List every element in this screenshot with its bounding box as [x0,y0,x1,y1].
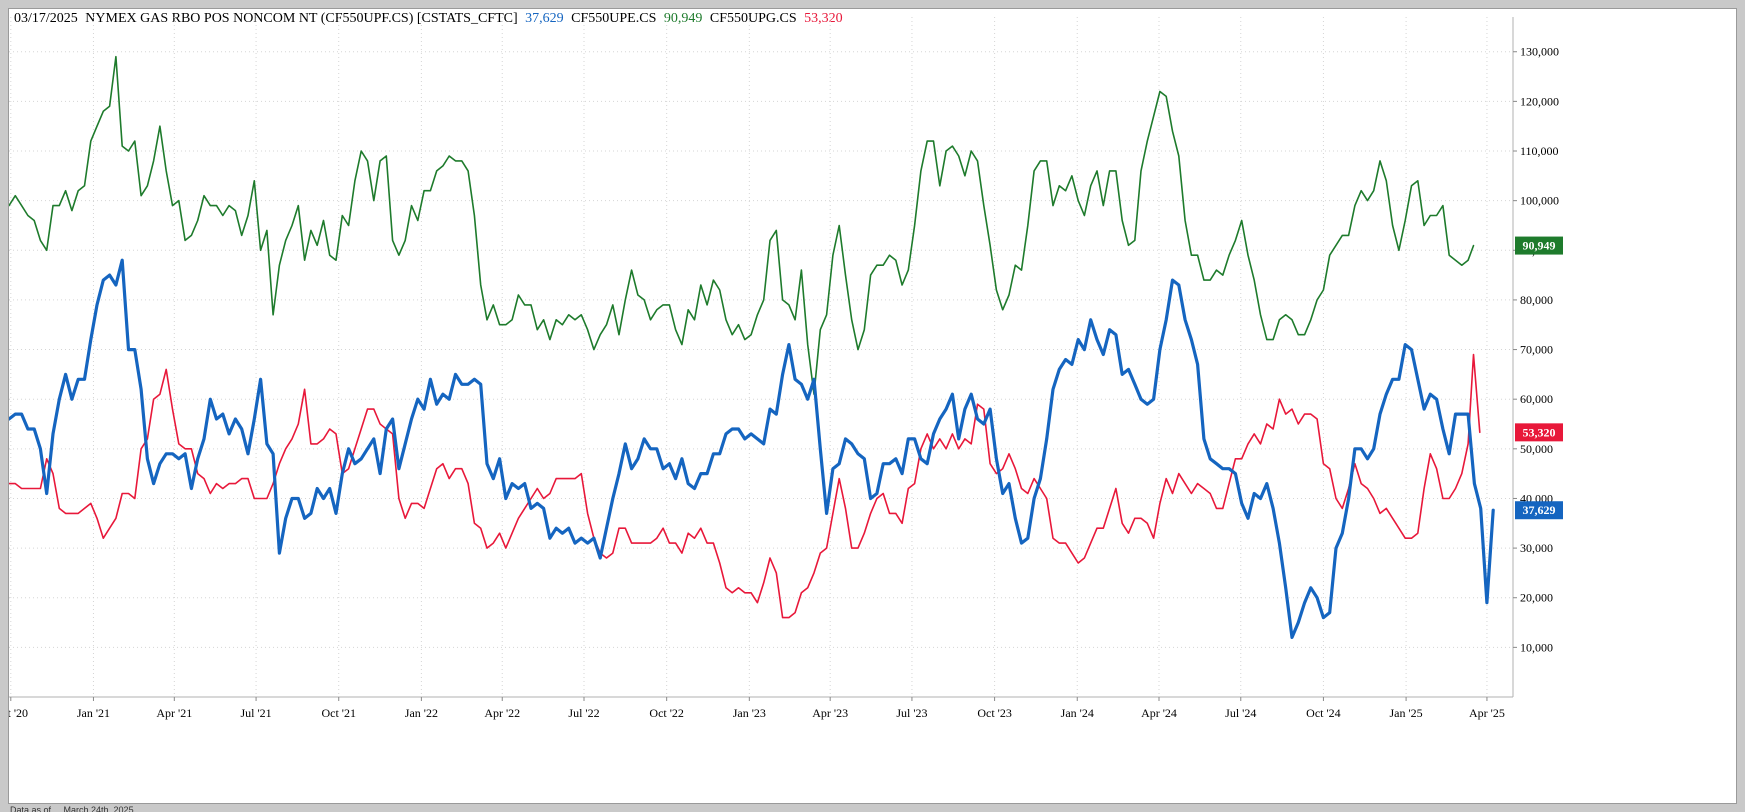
x-tick-label: Apr '25 [1469,706,1505,720]
x-tick-label: Jul '21 [240,706,271,720]
series-line-cf550upf-cs [9,258,1495,639]
x-tick-label: Jul '24 [1225,706,1256,720]
x-tick-label: Oct '22 [649,706,684,720]
y-tick-label: 110,000 [1520,144,1559,158]
x-tick-label: Jan '22 [405,706,438,720]
chart-header: 03/17/2025 NYMEX GAS RBO POS NONCOM NT (… [14,11,847,27]
y-tick-label: 70,000 [1520,343,1553,357]
last-value-badge [1515,423,1563,442]
header-date: 03/17/2025 [14,11,78,26]
y-tick-label: 60,000 [1520,392,1553,406]
last-value-badge [1515,236,1563,255]
x-tick-label: Apr '21 [156,706,192,720]
x-tick-label: Apr '23 [812,706,848,720]
x-tick-label: Jan '21 [77,706,110,720]
last-value-badge [1515,501,1563,520]
footer-note: Data as of ... March 24th, 2025 ... [10,806,144,812]
line-chart[interactable]: 10,00020,00030,00040,00050,00060,00070,0… [9,9,1738,805]
x-tick-label: Jul '23 [896,706,927,720]
last-value-label: 53,320 [1523,425,1556,439]
series-line-cf550upg-cs [9,353,1481,619]
y-tick-label: 50,000 [1520,442,1553,456]
y-tick-label: 30,000 [1520,541,1553,555]
x-tick-label: Jul '22 [568,706,599,720]
y-tick-label: 10,000 [1520,640,1553,654]
y-tick-label: 80,000 [1520,293,1553,307]
x-tick-label: Apr '24 [1141,706,1177,720]
chart-panel: 03/17/2025 NYMEX GAS RBO POS NONCOM NT (… [8,8,1737,804]
y-tick-label: 20,000 [1520,591,1553,605]
y-tick-label: 120,000 [1520,94,1559,108]
series-line-cf550upe-cs [9,55,1475,395]
x-tick-label: Oct '24 [1306,706,1341,720]
x-tick-label: Jan '25 [1389,706,1422,720]
x-tick-label: Oct '23 [977,706,1012,720]
y-tick-label: 130,000 [1520,45,1559,59]
y-tick-label: 100,000 [1520,194,1559,208]
header-title: NYMEX GAS RBO POS NONCOM NT (CF550UPF.CS… [85,11,518,26]
x-tick-label: Apr '22 [484,706,520,720]
last-value-label: 90,949 [1523,239,1556,253]
x-tick-label: Jan '23 [733,706,766,720]
header-series-2-label: CF550UPE.CS [571,11,657,26]
header-series-3-label: CF550UPG.CS [709,11,797,26]
x-tick-label: Oct '21 [321,706,356,720]
last-value-label: 37,629 [1523,503,1556,517]
header-series-1-value: 37,629 [525,11,564,26]
header-series-2-value: 90,949 [663,11,703,26]
header-series-3-value: 53,320 [804,11,843,26]
x-tick-label: Jan '24 [1061,706,1094,720]
x-tick-label: Oct '20 [9,706,28,720]
